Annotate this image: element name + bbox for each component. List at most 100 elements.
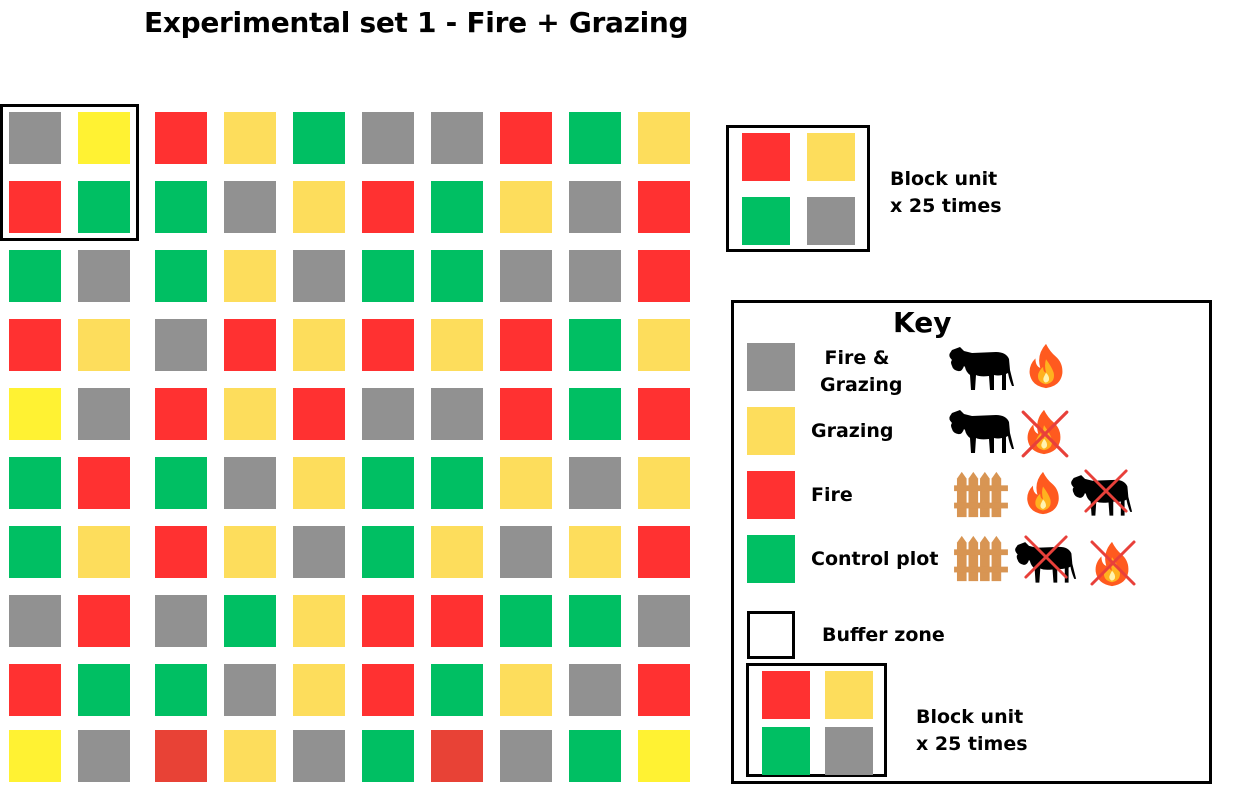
block-unit-cell: [825, 671, 873, 719]
plot-cell: [569, 388, 621, 440]
plot-cell: [500, 388, 552, 440]
plot-cell: [224, 526, 276, 578]
cow-icon: [946, 405, 1016, 455]
cross-icon: [1082, 460, 1130, 522]
block-unit-cell: [742, 197, 790, 245]
plot-cell: [500, 730, 552, 782]
plot-cell: [293, 112, 345, 164]
key-label-grazing: Grazing: [811, 420, 894, 442]
plot-cell: [500, 526, 552, 578]
cross-icon: [1088, 532, 1138, 594]
plot-cell: [638, 730, 690, 782]
plot-cell: [293, 595, 345, 647]
key-block-unit-label: Block unit x 25 times: [916, 706, 1028, 755]
plot-cell: [293, 388, 345, 440]
plot-cell: [9, 388, 61, 440]
block-unit-label: Block unit x 25 times: [890, 168, 1002, 217]
plot-cell: [500, 112, 552, 164]
block-unit-cell: [742, 133, 790, 181]
plot-cell: [9, 457, 61, 509]
plot-cell: [155, 388, 207, 440]
plot-cell: [500, 595, 552, 647]
key-swatch-fire: [747, 471, 795, 519]
plot-cell: [78, 526, 130, 578]
plot-cell: [293, 664, 345, 716]
plot-cell: [9, 181, 61, 233]
plot-cell: [155, 730, 207, 782]
plot-cell: [9, 526, 61, 578]
key-panel: [731, 300, 1212, 784]
plot-cell: [155, 457, 207, 509]
key-swatch-control-plot: [747, 535, 795, 583]
plot-cell: [224, 112, 276, 164]
plot-cell: [569, 730, 621, 782]
plot-cell: [431, 181, 483, 233]
key-label-fire: Fire: [811, 484, 853, 506]
cow-icon: [946, 342, 1016, 392]
plot-cell: [155, 319, 207, 371]
plot-cell: [362, 112, 414, 164]
plot-cell: [224, 388, 276, 440]
buffer-zone-swatch: [747, 611, 795, 659]
plot-cell: [638, 526, 690, 578]
cross-icon: [1019, 403, 1071, 465]
plot-cell: [78, 181, 130, 233]
plot-cell: [78, 730, 130, 782]
plot-cell: [431, 730, 483, 782]
plot-cell: [638, 595, 690, 647]
plot-cell: [224, 181, 276, 233]
plot-cell: [224, 595, 276, 647]
page-title: Experimental set 1 - Fire + Grazing: [144, 6, 689, 39]
plot-cell: [224, 730, 276, 782]
plot-cell: [224, 250, 276, 302]
plot-cell: [9, 595, 61, 647]
plot-cell: [362, 319, 414, 371]
plot-cell: [9, 250, 61, 302]
plot-cell: [569, 112, 621, 164]
plot-cell: [500, 457, 552, 509]
plot-cell: [362, 595, 414, 647]
plot-cell: [293, 526, 345, 578]
key-label-control-plot: Control plot: [811, 548, 939, 570]
plot-cell: [500, 319, 552, 371]
plot-cell: [431, 250, 483, 302]
plot-cell: [78, 319, 130, 371]
plot-cell: [78, 664, 130, 716]
fire-icon: [1026, 342, 1066, 390]
key-swatch-grazing: [747, 407, 795, 455]
plot-cell: [362, 664, 414, 716]
plot-cell: [362, 457, 414, 509]
plot-cell: [78, 112, 130, 164]
plot-cell: [9, 319, 61, 371]
plot-cell: [569, 595, 621, 647]
plot-cell: [431, 457, 483, 509]
plot-cell: [638, 388, 690, 440]
plot-cell: [569, 457, 621, 509]
plot-cell: [500, 664, 552, 716]
plot-cell: [293, 181, 345, 233]
plot-cell: [224, 319, 276, 371]
block-unit-cell: [762, 671, 810, 719]
plot-cell: [155, 112, 207, 164]
plot-cell: [569, 250, 621, 302]
plot-cell: [431, 595, 483, 647]
plot-cell: [569, 664, 621, 716]
fence-icon: [953, 469, 1009, 519]
block-unit-cell: [807, 133, 855, 181]
plot-cell: [155, 181, 207, 233]
plot-cell: [431, 526, 483, 578]
plot-cell: [362, 526, 414, 578]
plot-cell: [431, 664, 483, 716]
plot-cell: [500, 250, 552, 302]
block-unit-cell: [807, 197, 855, 245]
key-swatch-fire-grazing: [747, 343, 795, 391]
plot-cell: [9, 664, 61, 716]
plot-cell: [78, 457, 130, 509]
plot-cell: [155, 664, 207, 716]
plot-cell: [638, 319, 690, 371]
plot-cell: [155, 595, 207, 647]
plot-cell: [431, 388, 483, 440]
plot-cell: [431, 319, 483, 371]
plot-cell: [500, 181, 552, 233]
key-label-fire-grazing: Fire & Grazing: [820, 347, 903, 396]
